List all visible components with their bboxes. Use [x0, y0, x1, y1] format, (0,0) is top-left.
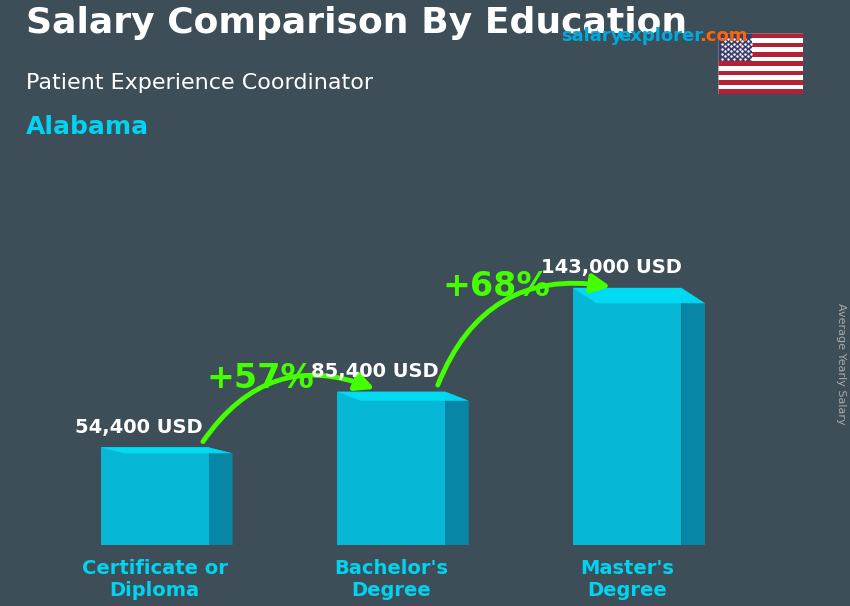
FancyArrowPatch shape: [203, 374, 370, 442]
Text: +57%: +57%: [207, 362, 314, 395]
Bar: [718, 80, 803, 85]
Bar: [718, 61, 803, 66]
Text: Patient Experience Coordinator: Patient Experience Coordinator: [26, 73, 372, 93]
Bar: [718, 38, 803, 42]
Text: 143,000 USD: 143,000 USD: [541, 258, 682, 277]
Text: .com: .com: [700, 27, 748, 45]
Bar: [718, 42, 803, 47]
Bar: [718, 89, 803, 94]
Polygon shape: [209, 447, 233, 545]
Polygon shape: [100, 447, 233, 453]
Bar: [718, 75, 803, 80]
Text: Alabama: Alabama: [26, 115, 149, 139]
Polygon shape: [445, 391, 468, 545]
Text: Average Yearly Salary: Average Yearly Salary: [836, 303, 846, 424]
Bar: [718, 33, 752, 61]
Bar: [718, 47, 803, 52]
Bar: [718, 56, 803, 61]
Polygon shape: [573, 288, 682, 545]
Bar: [718, 66, 803, 71]
Polygon shape: [100, 447, 209, 545]
Polygon shape: [682, 288, 705, 545]
Text: Salary Comparison By Education: Salary Comparison By Education: [26, 6, 687, 40]
Polygon shape: [337, 391, 445, 545]
Bar: [718, 85, 803, 89]
Polygon shape: [573, 288, 705, 303]
Text: 85,400 USD: 85,400 USD: [311, 362, 439, 381]
Text: 54,400 USD: 54,400 USD: [76, 418, 203, 436]
Bar: [718, 33, 803, 38]
Text: salary: salary: [561, 27, 622, 45]
Bar: [718, 52, 803, 56]
Polygon shape: [337, 391, 468, 401]
Text: +68%: +68%: [443, 270, 551, 303]
Text: explorer: explorer: [618, 27, 703, 45]
Bar: [718, 71, 803, 75]
FancyArrowPatch shape: [438, 276, 605, 385]
